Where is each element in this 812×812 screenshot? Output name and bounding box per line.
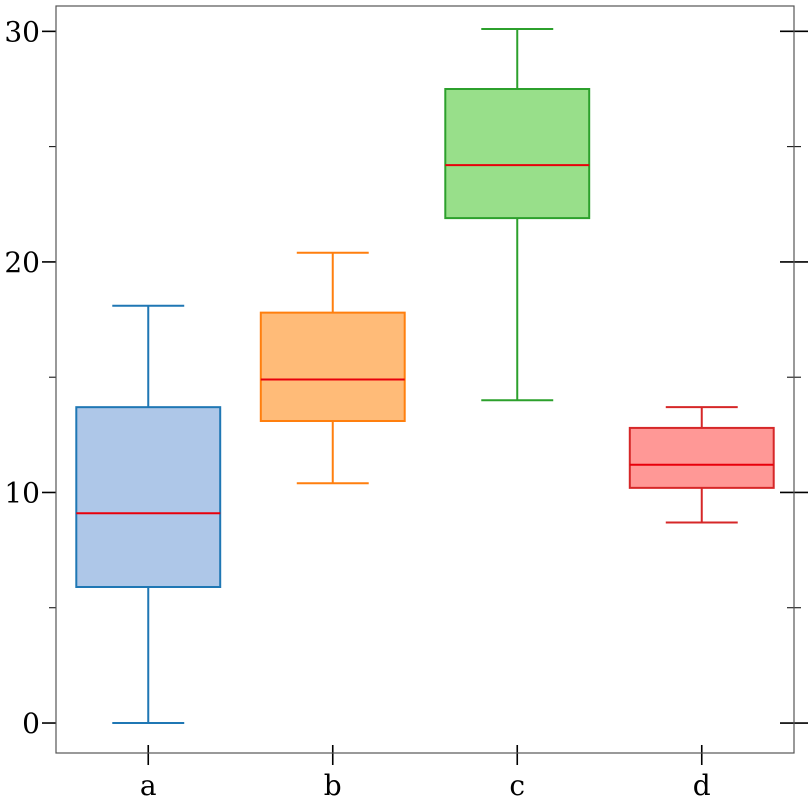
iqr-box — [628, 426, 775, 489]
iqr-box — [444, 88, 591, 220]
plot-area — [75, 28, 775, 725]
y-tick-label: 0 — [22, 707, 40, 740]
x-tick-label: c — [509, 769, 525, 802]
x-tick-label: a — [140, 769, 157, 802]
box-d — [628, 406, 775, 524]
box-b — [259, 251, 406, 485]
box-c — [444, 28, 591, 402]
box-a — [75, 304, 222, 725]
x-tick-label: b — [324, 769, 342, 802]
iqr-box — [75, 406, 222, 588]
x-tick-label: d — [693, 769, 711, 802]
plot-frame — [55, 5, 795, 754]
axes: 0 10 20 30 a b c d — [4, 15, 808, 802]
y-tick-label: 20 — [4, 246, 40, 279]
iqr-box — [259, 311, 406, 422]
y-tick-label: 30 — [4, 15, 40, 48]
y-tick-label: 10 — [4, 476, 40, 509]
